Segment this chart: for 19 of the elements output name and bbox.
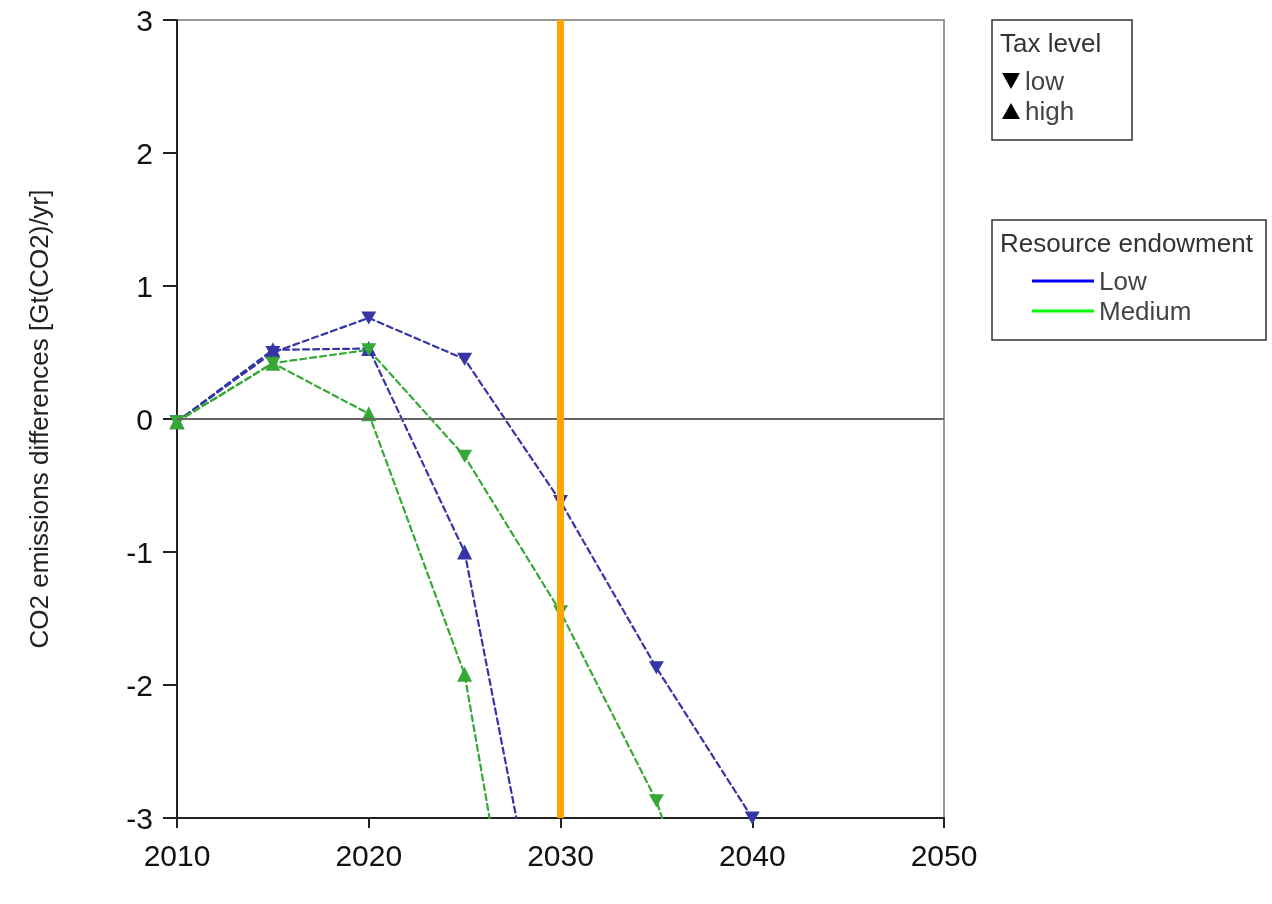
y-tick-label: 0 bbox=[136, 402, 153, 436]
legend-label: Low bbox=[1099, 266, 1147, 296]
x-tick-label: 2010 bbox=[143, 838, 211, 872]
y-tick-label: -3 bbox=[126, 801, 153, 835]
x-tick-label: 2040 bbox=[718, 838, 786, 872]
y-tick-label: -2 bbox=[126, 668, 153, 702]
x-tick-label: 2050 bbox=[910, 838, 978, 872]
y-tick-label: -1 bbox=[126, 535, 153, 569]
legend-label: low bbox=[1025, 66, 1065, 96]
text: Resource endowment bbox=[1000, 228, 1253, 258]
x-tick-label: 2030 bbox=[527, 838, 594, 872]
y-tick-label: 3 bbox=[136, 3, 153, 37]
y-tick-label: 2 bbox=[136, 136, 153, 170]
y-axis-title: CO2 emissions differences [Gt(CO2)/yr] bbox=[24, 189, 54, 649]
legend-label: Medium bbox=[1099, 296, 1192, 326]
x-tick-label: 2020 bbox=[335, 838, 403, 872]
y-tick-label: 1 bbox=[136, 269, 153, 303]
text: Tax level bbox=[1000, 28, 1102, 58]
legend-label: high bbox=[1025, 96, 1075, 126]
